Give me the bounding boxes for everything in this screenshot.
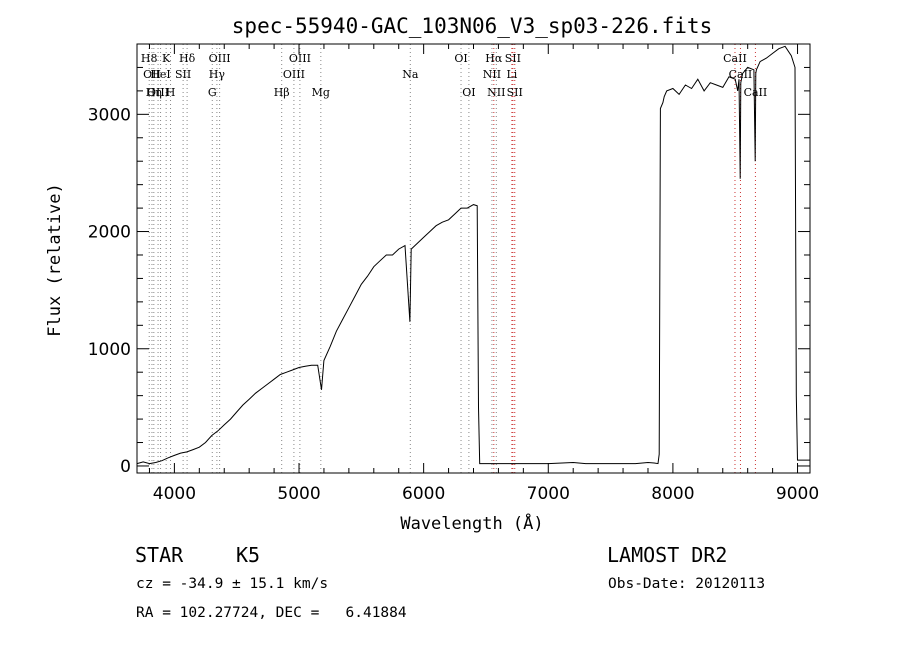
spectral-line-labels: H8OIIHηOIIIHeIKHSIIHδGHγOIIIHβOIIIOIIIMg… <box>141 52 767 99</box>
y-tick-label: 2000 <box>88 223 131 243</box>
spectral-line-label: Hη <box>146 86 162 99</box>
spectrum-line <box>136 45 810 465</box>
spectral-line-label: SII <box>175 68 191 81</box>
x-tick-label: 7000 <box>527 484 570 504</box>
x-axis-label: Wavelength (Å) <box>400 512 543 534</box>
spectral-line-label: Hδ <box>179 52 196 65</box>
spectral-line-label: OIII <box>147 86 169 99</box>
spectral-line-label: Hα <box>485 52 503 65</box>
spectral-line-label: Li <box>506 68 517 81</box>
plot-frame <box>136 43 811 474</box>
y-tick-label: 0 <box>120 457 131 477</box>
spectral-line-label: OI <box>454 52 467 65</box>
spectral-line-label: HeI <box>150 68 170 81</box>
survey-name: LAMOST DR2 <box>607 543 728 567</box>
spectral-line-label: K <box>162 52 171 65</box>
object-subclass: K5 <box>236 543 261 567</box>
spectral-line-label: Hβ <box>274 86 290 99</box>
object-class: STAR <box>135 543 184 567</box>
spectral-line-label: Mg <box>312 86 330 99</box>
x-tick-label: 6000 <box>402 484 445 504</box>
axis-ticks: 4000 5000 6000 7000 8000 9000 0 1000 2000 3000 <box>88 44 819 504</box>
spectral-line-label: H <box>166 86 176 99</box>
spectral-line-label: CaII <box>729 68 753 81</box>
redshift-text: cz = -34.9 ± 15.1 km/s <box>136 576 329 592</box>
x-tick-label: 9000 <box>776 484 819 504</box>
spectral-line-label: OIII <box>283 68 305 81</box>
x-tick-label: 5000 <box>277 484 320 504</box>
x-tick-label: 8000 <box>651 484 694 504</box>
spectral-line-label: CaII <box>723 52 747 65</box>
spectral-line-label: OIII <box>289 52 311 65</box>
spectral-line-label: SII <box>505 52 521 65</box>
spectral-line-label: OIII <box>209 52 231 65</box>
y-tick-label: 1000 <box>88 340 131 360</box>
chart-title: spec-55940-GAC_103N06_V3_sp03-226.fits <box>232 14 712 38</box>
spectral-line-label: SII <box>507 86 523 99</box>
spectral-line-label: NII <box>483 68 501 81</box>
x-tick-label: 4000 <box>153 484 196 504</box>
y-tick-label: 3000 <box>88 105 131 125</box>
y-axis-label: Flux (relative) <box>45 183 65 337</box>
spectral-line-label: OII <box>143 68 161 81</box>
spectral-line-label: Hγ <box>209 68 226 81</box>
spectral-line-label: Na <box>402 68 419 81</box>
spectral-line-label: H8 <box>141 52 158 65</box>
spectral-line-label: NII <box>487 86 505 99</box>
obs-date: Obs-Date: 20120113 <box>608 576 766 592</box>
spectral-line-label: G <box>208 86 217 99</box>
spectral-line-label: OI <box>462 86 475 99</box>
ra-dec: RA = 102.27724, DEC = 6.41884 <box>136 605 407 621</box>
